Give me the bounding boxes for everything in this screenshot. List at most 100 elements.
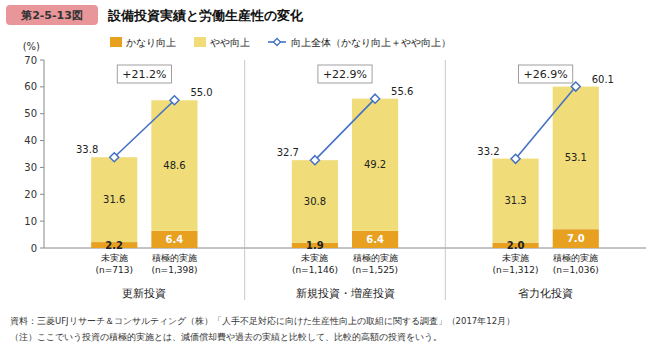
total-line bbox=[114, 100, 174, 157]
total-label: 33.2 bbox=[477, 146, 499, 157]
y-tick bbox=[40, 248, 44, 249]
bar-label: 31.6 bbox=[103, 194, 125, 205]
chart: 第2-5-13図 設備投資実績と労働生産性の変化 (%) 0 10 20 30 40 50 60 7… bbox=[0, 0, 656, 356]
annotation: +22.9% bbox=[323, 68, 367, 81]
x-tick-label-line: 未実施 bbox=[101, 253, 128, 263]
x-tick-label-line: (n=1,525) bbox=[352, 265, 398, 275]
bar-segment bbox=[91, 157, 137, 242]
total-marker bbox=[310, 156, 319, 165]
x-tick-label-line: (n=1,312) bbox=[493, 265, 539, 275]
total-marker bbox=[511, 154, 520, 163]
legend-entry: かなり向上 bbox=[126, 37, 176, 48]
y-tick bbox=[40, 86, 44, 87]
y-tick-label: 60 bbox=[24, 81, 37, 92]
legend-swatch bbox=[194, 37, 206, 47]
bar-segment bbox=[292, 160, 338, 243]
y-tick-label: 40 bbox=[24, 135, 37, 146]
source: 資料：三菱UFJリサーチ＆コンサルティング（株）「人手不足対応に向けた生産性向上… bbox=[10, 316, 515, 326]
legend-swatch bbox=[274, 39, 281, 46]
figure-number: 第2-5-13図 bbox=[20, 9, 83, 22]
x-tick-label: 積極的実施 (n=1,398) bbox=[151, 253, 197, 275]
legend: かなり向上 やや向上 向上全体（かなり向上＋やや向上） bbox=[110, 37, 451, 48]
annotation-box bbox=[318, 65, 372, 83]
labels: 2.2 31.6 6.4 48.6 1.9 30.8 6.4 49.2 2.0 31.3 7.0 53… bbox=[76, 74, 614, 251]
x-tick-label: 未実施 (n=1,146) bbox=[292, 253, 338, 275]
group-name: 更新投資 bbox=[122, 287, 166, 300]
bar-label: 49.2 bbox=[364, 159, 386, 170]
legend-swatch bbox=[110, 37, 122, 47]
x-tick-label-line: (n=1,398) bbox=[151, 265, 197, 275]
y-tick-label: 30 bbox=[24, 162, 37, 173]
annotation: +26.9% bbox=[524, 68, 568, 81]
group-name: 省力化投資 bbox=[518, 287, 573, 300]
x-tick-label: 未実施 (n=713) bbox=[96, 253, 133, 275]
annotation-box bbox=[117, 65, 171, 83]
y-tick-label: 20 bbox=[24, 189, 37, 200]
bar-label: 7.0 bbox=[567, 233, 585, 244]
bar-label: 31.3 bbox=[504, 195, 526, 206]
legend-entry: やや向上 bbox=[210, 37, 250, 48]
group-annotation: +22.9% bbox=[318, 65, 372, 83]
group-annotation: +21.2% bbox=[117, 65, 171, 83]
y-tick bbox=[40, 221, 44, 222]
y-tick-label: 50 bbox=[24, 108, 37, 119]
bar-label: 6.4 bbox=[166, 234, 184, 245]
title: 設備投資実績と労働生産性の変化 bbox=[107, 8, 304, 23]
group-divider bbox=[244, 60, 245, 300]
x-tick-label: 積極的実施 (n=1,036) bbox=[553, 253, 599, 275]
y-tick-label: 0 bbox=[31, 243, 37, 254]
x-tick-label: 積極的実施 (n=1,525) bbox=[352, 253, 398, 275]
bar-segment bbox=[352, 231, 398, 248]
group-divider bbox=[445, 60, 446, 300]
total-line bbox=[516, 87, 576, 159]
y-tick-label: 10 bbox=[24, 216, 37, 227]
total-label: 55.0 bbox=[190, 87, 212, 98]
bar-label: 30.8 bbox=[304, 196, 326, 207]
x-tick-label-line: 積極的実施 bbox=[353, 253, 398, 263]
x-tick-label-line: (n=713) bbox=[96, 265, 133, 275]
bar-label: 1.9 bbox=[306, 240, 324, 251]
bar-label: 2.0 bbox=[507, 240, 525, 251]
y-tick bbox=[40, 113, 44, 114]
total-marker bbox=[571, 82, 580, 91]
total-label: 60.1 bbox=[592, 74, 614, 85]
bar-segment bbox=[553, 229, 599, 248]
group-name: 新規投資・増産投資 bbox=[296, 287, 395, 300]
note: （注）ここでいう投資の積極的実施とは、減価償却費や過去の実績と比較して、比較的高… bbox=[10, 332, 442, 342]
total-marker bbox=[170, 96, 179, 105]
y-tick bbox=[40, 60, 44, 61]
x-tick-label-line: (n=1,146) bbox=[292, 265, 338, 275]
total-line bbox=[315, 99, 375, 161]
group-annotation: +26.9% bbox=[519, 65, 573, 83]
y-axis-label: (%) bbox=[23, 41, 40, 52]
x-tick-label-line: 積極的実施 bbox=[553, 253, 598, 263]
x-tick-label-line: 未実施 bbox=[502, 253, 529, 263]
total-marker bbox=[110, 153, 119, 162]
bar-segment bbox=[151, 100, 197, 231]
total-marker bbox=[371, 94, 380, 103]
bar-label: 6.4 bbox=[366, 234, 384, 245]
y-tick bbox=[40, 194, 44, 195]
total-label: 55.6 bbox=[391, 86, 413, 97]
annotation: +21.2% bbox=[122, 68, 166, 81]
title-box bbox=[6, 5, 98, 25]
x-tick-label: 未実施 (n=1,312) bbox=[493, 253, 539, 275]
bar-label: 53.1 bbox=[565, 152, 587, 163]
y-tick bbox=[40, 167, 44, 168]
x-tick-label-line: 積極的実施 bbox=[152, 253, 197, 263]
bar-segment bbox=[492, 159, 538, 243]
marks bbox=[91, 82, 599, 248]
annotation-box bbox=[519, 65, 573, 83]
y-tick bbox=[40, 140, 44, 141]
bar-label: 2.2 bbox=[105, 240, 123, 251]
bar-segment bbox=[553, 87, 599, 230]
y-tick-label: 70 bbox=[24, 55, 37, 66]
y-axis-line bbox=[44, 60, 45, 248]
total-label: 33.8 bbox=[76, 144, 98, 155]
bar-segment bbox=[352, 99, 398, 231]
bar-label: 48.6 bbox=[163, 160, 185, 171]
total-label: 32.7 bbox=[277, 147, 299, 158]
x-tick-label-line: 未実施 bbox=[301, 253, 328, 263]
legend-entry: 向上全体（かなり向上＋やや向上） bbox=[291, 37, 451, 48]
x-tick-label-line: (n=1,036) bbox=[553, 265, 599, 275]
